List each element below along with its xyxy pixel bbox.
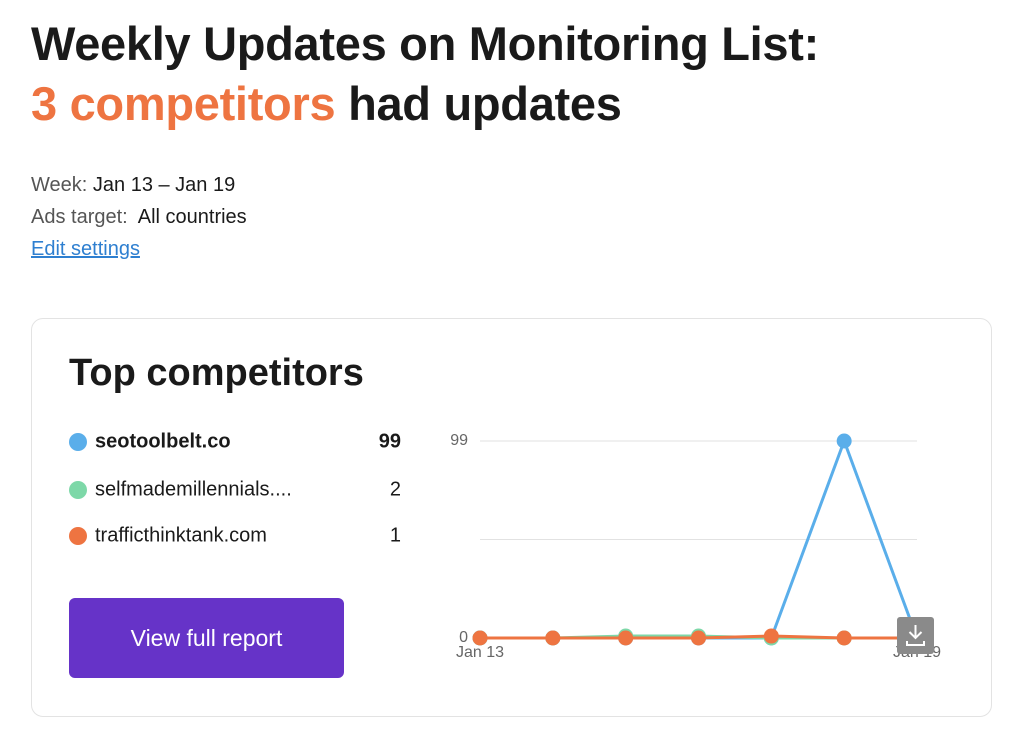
card-title: Top competitors: [69, 352, 364, 394]
data-point: [472, 630, 488, 646]
data-point: [691, 630, 706, 646]
week-row: Week: Jan 13 – Jan 19: [31, 174, 235, 197]
data-point: [545, 630, 561, 646]
target-value: All countries: [137, 206, 247, 228]
data-point: [618, 630, 634, 646]
x-tick-label: Jan 13: [456, 644, 504, 661]
legend-name: seotoolbelt.co: [95, 430, 231, 452]
data-point: [836, 630, 852, 646]
download-button[interactable]: [897, 617, 934, 654]
data-point: [763, 628, 779, 644]
edit-link[interactable]: Edit settings: [31, 238, 140, 260]
legend-total: 2: [390, 478, 401, 500]
legend-dot: [69, 527, 87, 545]
legend-total: 1: [390, 524, 401, 546]
data-point: [836, 433, 852, 449]
card: [31, 318, 992, 717]
y-tick-label: 0: [459, 629, 468, 646]
subtitle: 3 competitors had updates: [31, 76, 622, 131]
y-tick-label: 99: [450, 432, 468, 449]
download-icon[interactable]: [906, 625, 925, 646]
week-value: Jan 13 – Jan 19: [92, 174, 236, 196]
week-label: Week:: [31, 174, 88, 196]
legend-dot: [69, 433, 87, 451]
highlight: 3 competitors: [31, 77, 336, 130]
target-row: Ads target: All countries: [31, 206, 247, 229]
view-report-button[interactable]: View full report: [69, 598, 344, 678]
legend-dot: [69, 481, 87, 499]
title: Weekly Updates on Monitoring List:: [31, 17, 819, 70]
legend-name: trafficthinktank.com: [95, 524, 267, 546]
legend-name: selfmademillennials....: [95, 478, 292, 500]
legend-total: 99: [379, 430, 401, 452]
subtitle-end: had updates: [348, 77, 622, 130]
target-label: Ads target:: [31, 206, 128, 228]
